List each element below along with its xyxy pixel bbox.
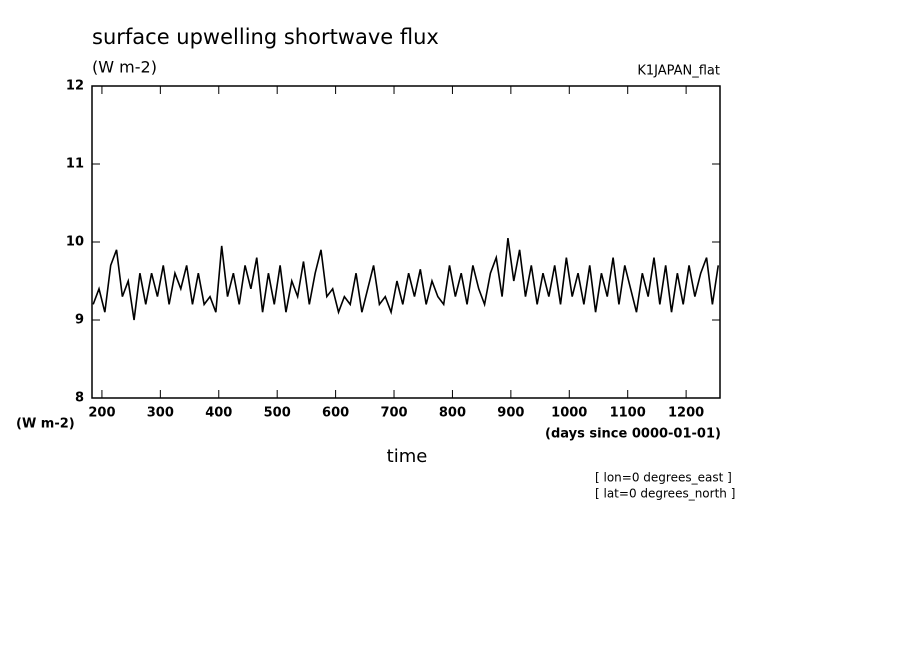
y-unit-label: (W m-2) [16,417,75,432]
chart-title: surface upwelling shortwave flux [92,25,439,49]
x-unit-label: (days since 0000-01-01) [545,427,721,442]
x-tick-label: 600 [322,406,349,421]
y-tick-label: 10 [66,235,84,250]
annotation: [ lon=0 degrees_east ] [595,471,732,485]
x-axis-label: time [387,446,428,467]
x-tick-label: 300 [147,406,174,421]
x-tick-label: 700 [380,406,407,421]
x-tick-label: 1000 [551,406,587,421]
plot-frame [91,85,721,399]
y-tick-label: 11 [66,157,84,172]
x-tick-label: 400 [205,406,232,421]
annotation: [ lat=0 degrees_north ] [595,487,735,501]
y-tick-label: 12 [66,79,84,94]
y-tick-label: 9 [75,313,84,328]
x-tick-label: 200 [88,406,115,421]
x-tick-label: 900 [497,406,524,421]
x-tick-label: 500 [264,406,291,421]
chart-subtitle: (W m-2) [92,58,157,77]
y-tick-label: 8 [75,391,84,406]
x-tick-label: 800 [439,406,466,421]
data-line [92,237,720,321]
x-tick-label: 1200 [668,406,704,421]
dataset-label: K1JAPAN_flat [637,64,720,79]
x-tick-label: 1100 [610,406,646,421]
